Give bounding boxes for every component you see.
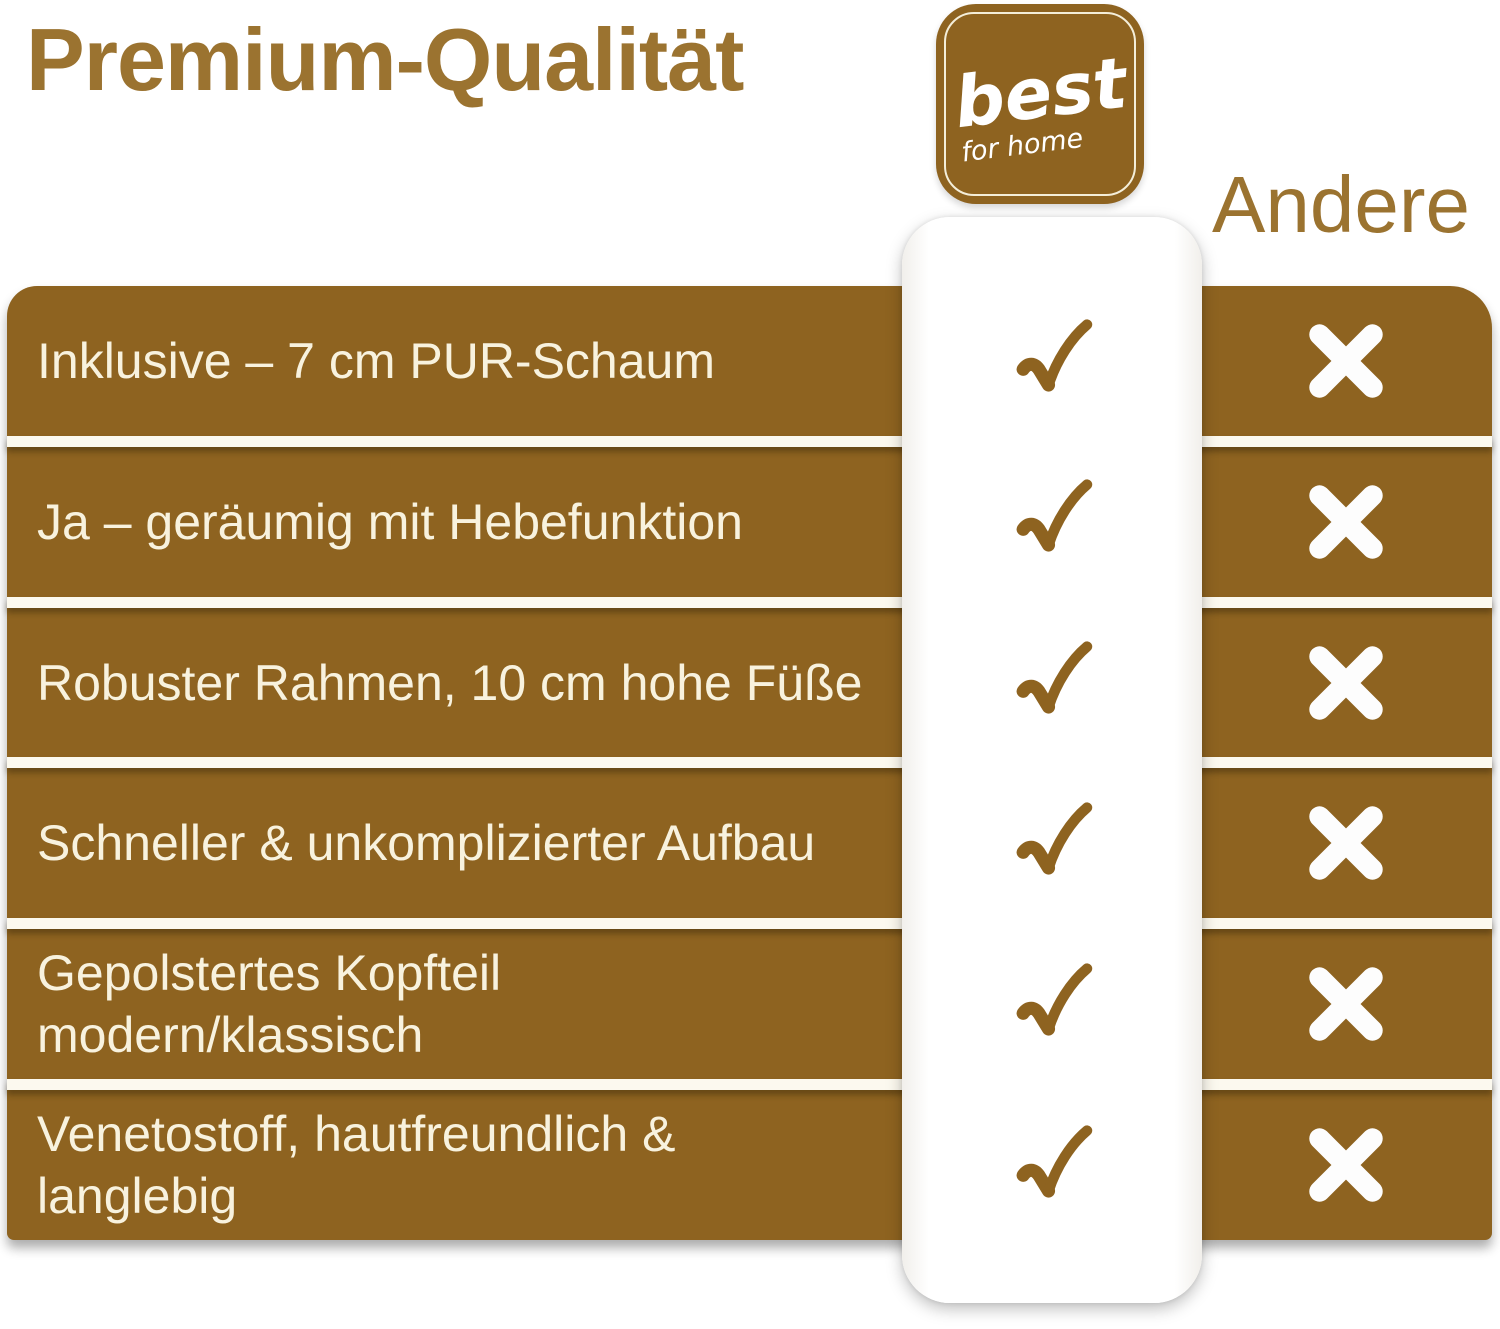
feature-label-line2: modern/klassisch <box>37 1007 424 1064</box>
row-separator <box>7 757 1492 769</box>
cross-icon <box>1309 324 1383 398</box>
feature-label: Inklusive – 7 cm PUR-Schaum <box>37 332 716 389</box>
row-separator <box>7 596 1492 608</box>
logo-brand-name: best <box>949 41 1131 144</box>
check-icon <box>1016 963 1093 1036</box>
table-row: Gepolstertes Kopfteil modern/klassisch <box>7 929 1492 1079</box>
check-icon <box>1016 479 1093 552</box>
brand-logo: best for home <box>936 4 1144 204</box>
row-separator <box>7 918 1492 930</box>
cross-icon <box>1309 645 1383 720</box>
page-title: Premium-Qualität <box>26 10 744 109</box>
check-icon <box>1016 641 1093 714</box>
check-icon <box>1016 802 1093 875</box>
cross-icon <box>1309 1128 1383 1202</box>
brand-check-column <box>902 217 1202 1303</box>
feature-label: Robuster Rahmen, 10 cm hohe Füße <box>37 654 863 711</box>
cross-icon <box>1309 967 1383 1041</box>
feature-label: Venetostoff, hautfreundlich & <box>37 1106 676 1163</box>
check-icon <box>1016 1125 1093 1198</box>
feature-label: Gepolstertes Kopfteil <box>37 945 502 1002</box>
feature-label: Ja – geräumig mit Hebefunktion <box>37 493 743 550</box>
check-icon <box>1016 319 1093 392</box>
table-row: Inklusive – 7 cm PUR-Schaum <box>7 286 1492 436</box>
feature-label: Schneller & unkomplizierter Aufbau <box>37 815 816 872</box>
comparison-table: Inklusive – 7 cm PUR-Schaum Ja – geräumi… <box>7 286 1492 1240</box>
cross-icon <box>1309 485 1383 559</box>
table-row: Ja – geräumig mit Hebefunktion <box>7 447 1492 597</box>
cross-icon <box>1309 806 1383 881</box>
feature-label-line2: langlebig <box>37 1168 238 1225</box>
competitor-column-label: Andere <box>1212 160 1470 249</box>
table-row: Venetostoff, hautfreundlich & langlebig <box>7 1090 1492 1240</box>
table-row: Schneller & unkomplizierter Aufbau <box>7 768 1492 918</box>
table-row: Robuster Rahmen, 10 cm hohe Füße <box>7 608 1492 758</box>
row-separator <box>7 1079 1492 1091</box>
row-separator <box>7 435 1492 447</box>
